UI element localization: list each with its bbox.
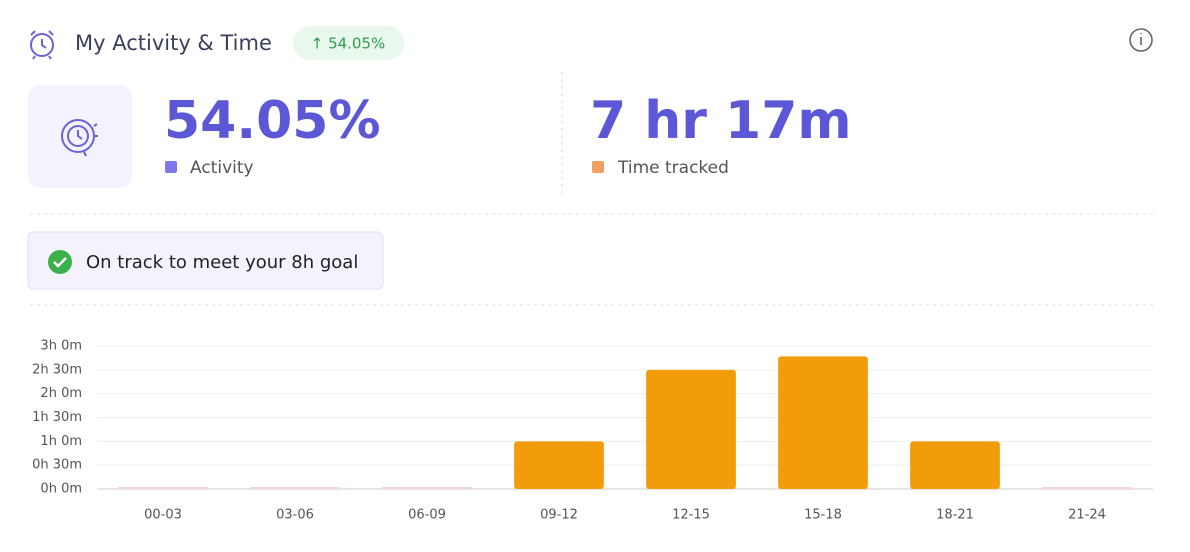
time-legend-swatch (592, 161, 604, 173)
x-tick-label: 18-21 (936, 508, 974, 523)
activity-label: Activity (190, 158, 254, 178)
bar (1042, 487, 1132, 489)
bar (118, 487, 208, 489)
bar (646, 369, 736, 489)
activity-legend-swatch (165, 161, 177, 173)
x-tick-label: 06-09 (408, 508, 446, 523)
clock-gear-icon (61, 119, 98, 157)
x-tick-label: 09-12 (540, 508, 578, 523)
y-tick-label: 0h 0m (40, 482, 82, 497)
change-badge-text: ↑ 54.05% (311, 35, 386, 53)
alarm-icon (30, 30, 54, 60)
x-tick-label: 12-15 (672, 508, 710, 523)
y-tick-label: 2h 0m (40, 386, 82, 401)
x-tick-label: 15-18 (804, 508, 842, 523)
y-tick-label: 2h 30m (32, 362, 82, 377)
check-icon (48, 250, 72, 274)
x-tick-label: 00-03 (144, 508, 182, 523)
bar (514, 441, 604, 489)
bar (778, 356, 868, 489)
change-badge (293, 26, 404, 60)
time-value: 7 hr 17m (590, 91, 852, 151)
check-mark (53, 257, 67, 268)
goal-box (27, 231, 384, 290)
card-title: My Activity & Time (75, 31, 272, 55)
x-tick-label: 21-24 (1068, 508, 1106, 523)
y-tick-label: 1h 30m (32, 410, 82, 425)
info-button[interactable] (1129, 28, 1153, 52)
bar (250, 487, 340, 489)
x-tick-label: 03-06 (276, 508, 314, 523)
activity-value: 54.05% (164, 91, 381, 151)
bar (382, 487, 472, 489)
bar (910, 441, 1000, 489)
goal-text: On track to meet your 8h goal (86, 252, 358, 273)
y-tick-label: 0h 30m (32, 458, 82, 473)
y-tick-label: 1h 0m (40, 434, 82, 449)
time-label: Time tracked (617, 158, 729, 178)
y-tick-label: 3h 0m (40, 339, 82, 354)
